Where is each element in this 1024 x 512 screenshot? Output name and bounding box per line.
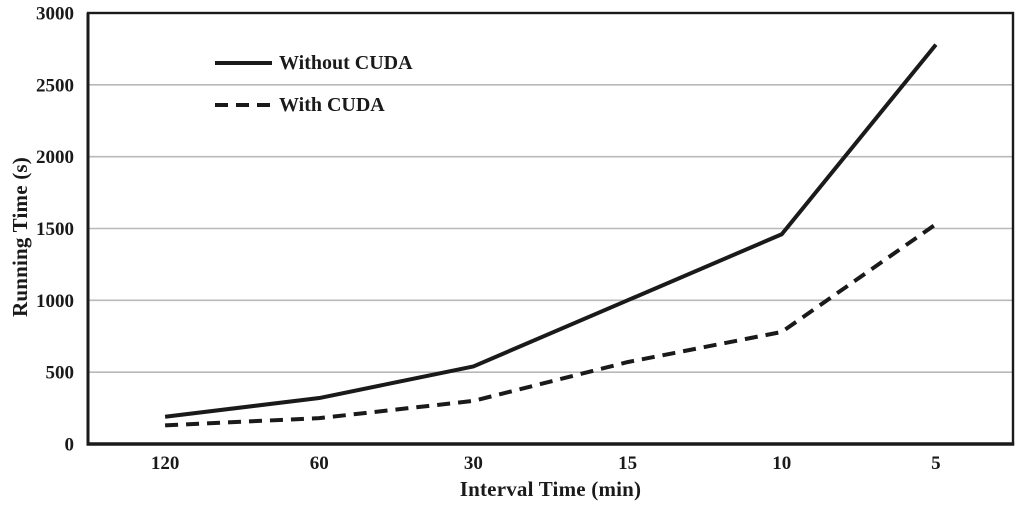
x-tick-label: 15 [618, 453, 637, 474]
series-line-with-cuda [164, 222, 938, 428]
y-tick-label: 500 [46, 363, 75, 384]
legend-entry-with-cuda: With CUDA [215, 93, 413, 117]
legend-label-without-cuda: Without CUDA [279, 51, 413, 74]
legend-label-with-cuda: With CUDA [279, 93, 385, 116]
y-tick-label: 2000 [36, 147, 74, 168]
x-tick-label: 30 [464, 453, 483, 474]
legend-entry-without-cuda: Without CUDA [215, 51, 413, 75]
y-tick-label: 3000 [36, 4, 74, 25]
x-axis-title: Interval Time (min) [459, 477, 642, 501]
x-tick-label: 60 [310, 453, 329, 474]
legend: Without CUDA With CUDA [215, 51, 413, 135]
x-tick-label: 10 [772, 453, 791, 474]
y-axis-title: Running Time (s) [8, 157, 32, 317]
y-tick-label: 1000 [36, 291, 74, 312]
solid-line-swatch-icon [215, 61, 272, 65]
dashed-line-swatch-icon [215, 103, 272, 107]
series-line-without-cuda [164, 43, 938, 419]
x-tick-label: 5 [931, 453, 941, 474]
y-tick-label: 1500 [36, 219, 74, 240]
x-tick-label: 120 [151, 453, 180, 474]
y-tick-label: 0 [65, 435, 75, 456]
y-tick-label: 2500 [36, 75, 74, 96]
